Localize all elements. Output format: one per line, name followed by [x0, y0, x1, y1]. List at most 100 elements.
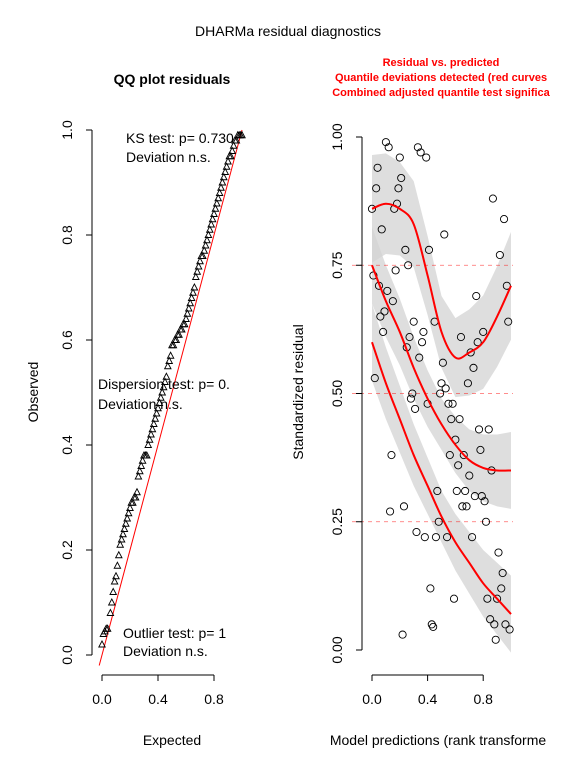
qq-point [207, 220, 216, 228]
qq-point [165, 356, 174, 364]
qq-point [120, 524, 129, 532]
residual-vs-predicted-panel: Residual vs. predicted Quantile deviatio… [290, 57, 551, 748]
rv-point [444, 399, 453, 408]
rv-point [488, 194, 497, 203]
qq-point [109, 587, 118, 595]
rv-point [426, 584, 435, 593]
rv-curve-q50 [371, 264, 512, 472]
rv-y-tick-label: 0.00 [329, 636, 345, 663]
dispersion-test-label: Dispersion test: p= 0. [98, 376, 230, 392]
qq-point [123, 514, 132, 522]
rv-point [448, 399, 457, 408]
rv-point [459, 451, 468, 460]
qq-point [161, 377, 169, 385]
rv-point [477, 492, 486, 501]
rv-point [481, 517, 491, 526]
rv-point [413, 143, 422, 152]
rv-point [395, 153, 404, 162]
rv-x-label: Model predictions (rank transforme [330, 732, 547, 748]
qq-point [154, 403, 162, 412]
rv-point [493, 594, 502, 603]
rv-point [437, 379, 446, 388]
rv-point [456, 333, 466, 342]
qq-point [133, 487, 141, 496]
rv-title-line-1: Residual vs. predicted [383, 57, 500, 69]
rv-point [465, 471, 474, 480]
qq-y-tick-label: 0.4 [59, 435, 75, 455]
qq-point [203, 235, 211, 244]
qq-point [124, 508, 133, 517]
rv-point [406, 394, 415, 403]
qq-point [201, 241, 210, 249]
rv-point [404, 261, 413, 270]
qq-point [212, 199, 221, 207]
outlier-deviation-label: Deviation n.s. [123, 643, 208, 659]
rv-point [380, 307, 389, 316]
qq-point [138, 456, 147, 464]
rv-point [373, 163, 382, 172]
rv-point [381, 138, 390, 147]
rv-curve-q25 [371, 341, 512, 615]
rv-point [398, 630, 407, 639]
qq-plot-panel: QQ plot residuals Observed Expected 0.00… [25, 71, 246, 748]
qq-point [214, 193, 223, 202]
qq-point [98, 640, 106, 648]
rv-point [417, 338, 427, 347]
rv-point [491, 635, 500, 644]
rv-point [495, 250, 504, 260]
qq-point [193, 267, 202, 275]
qq-x-tick-label: 0.4 [148, 691, 168, 707]
rv-point [411, 404, 420, 413]
qq-point [217, 183, 225, 191]
qq-point [134, 472, 143, 480]
rv-point [498, 569, 507, 578]
qq-point [224, 157, 232, 165]
qq-point [163, 361, 172, 370]
rv-point [420, 533, 429, 542]
qq-point [238, 130, 246, 139]
qq-point [106, 608, 115, 616]
figure-title: DHARMa residual diagnostics [195, 23, 381, 39]
qq-points [98, 130, 246, 648]
qq-point [229, 141, 238, 149]
rv-x-tick-label: 0.4 [418, 691, 438, 707]
rv-point [419, 327, 428, 336]
qq-point [191, 272, 200, 280]
qq-point [172, 335, 181, 343]
rv-title-line-2: Quantile deviations detected (red curves [335, 72, 547, 84]
qq-axes: 0.0 0.2 0.4 0.6 0.8 1.0 0.0 0.4 0.8 [59, 120, 243, 707]
qq-point [145, 435, 154, 443]
qq-point [112, 571, 120, 580]
qq-point [184, 304, 193, 312]
qq-point [135, 466, 144, 475]
qq-point [194, 262, 203, 270]
rv-point [468, 533, 477, 542]
rv-point [388, 297, 397, 306]
rv-point [486, 615, 495, 624]
rv-band-q75 [372, 153, 511, 398]
rv-point [408, 389, 417, 398]
qq-x-label: Expected [143, 732, 201, 748]
qq-point [149, 419, 158, 427]
rv-point [405, 333, 414, 342]
rv-point [480, 497, 489, 506]
rv-point [401, 245, 410, 254]
rv-point [469, 363, 478, 372]
qq-point [221, 167, 230, 175]
qq-point [121, 519, 130, 527]
rv-point [504, 317, 513, 326]
qq-point [180, 319, 189, 328]
rv-x-tick-label: 0.8 [473, 691, 493, 707]
rv-point [476, 445, 485, 454]
ks-deviation-label: Deviation n.s. [126, 149, 211, 165]
rv-point [429, 622, 438, 631]
qq-y-tick-label: 1.0 [59, 120, 75, 140]
qq-point [189, 288, 197, 296]
rv-band-q25 [372, 303, 511, 653]
qq-point [128, 498, 137, 506]
qq-reference-line [98, 129, 243, 666]
rv-point [387, 451, 396, 460]
qq-x-tick-label: 0.8 [204, 691, 224, 707]
qq-point [148, 424, 157, 433]
qq-point [177, 325, 186, 333]
